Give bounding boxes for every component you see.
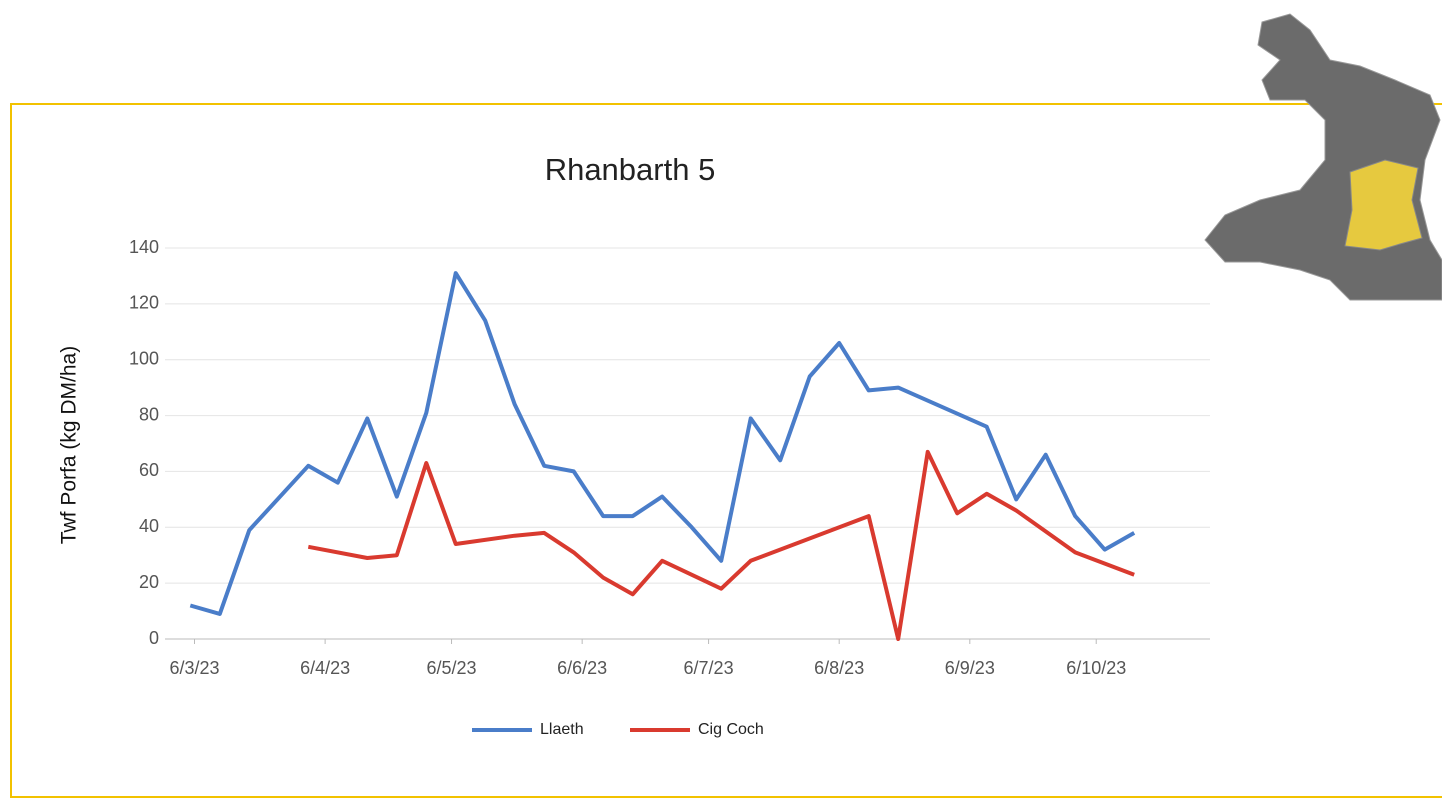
y-tick-label: 0 [149, 628, 159, 648]
frame [10, 103, 1442, 798]
series-line [307, 449, 1135, 641]
chart-title: Rhanbarth 5 [545, 152, 716, 187]
x-tick-label: 6/3/23 [169, 658, 219, 678]
y-tick-label: 80 [139, 404, 159, 424]
y-tick-label: 60 [139, 460, 159, 480]
x-tick-label: 6/4/23 [300, 658, 350, 678]
legend-label: Cig Coch [698, 721, 764, 738]
region-map [1204, 13, 1442, 301]
y-tick-label: 20 [139, 572, 159, 592]
x-tick-label: 6/10/23 [1066, 658, 1126, 678]
x-tick-label: 6/6/23 [557, 658, 607, 678]
x-tick-label: 6/9/23 [945, 658, 995, 678]
y-axis-label: Twf Porfa (kg DM/ha) [58, 346, 81, 544]
y-tick-label: 140 [129, 237, 159, 257]
x-tick-label: 6/5/23 [427, 658, 477, 678]
y-tick-label: 100 [129, 348, 159, 368]
y-tick-label: 120 [129, 293, 159, 313]
legend-label: Llaeth [540, 721, 584, 738]
y-tick-label: 40 [139, 516, 159, 536]
x-tick-label: 6/7/23 [684, 658, 734, 678]
series-line [189, 271, 1136, 616]
x-tick-label: 6/8/23 [814, 658, 864, 678]
